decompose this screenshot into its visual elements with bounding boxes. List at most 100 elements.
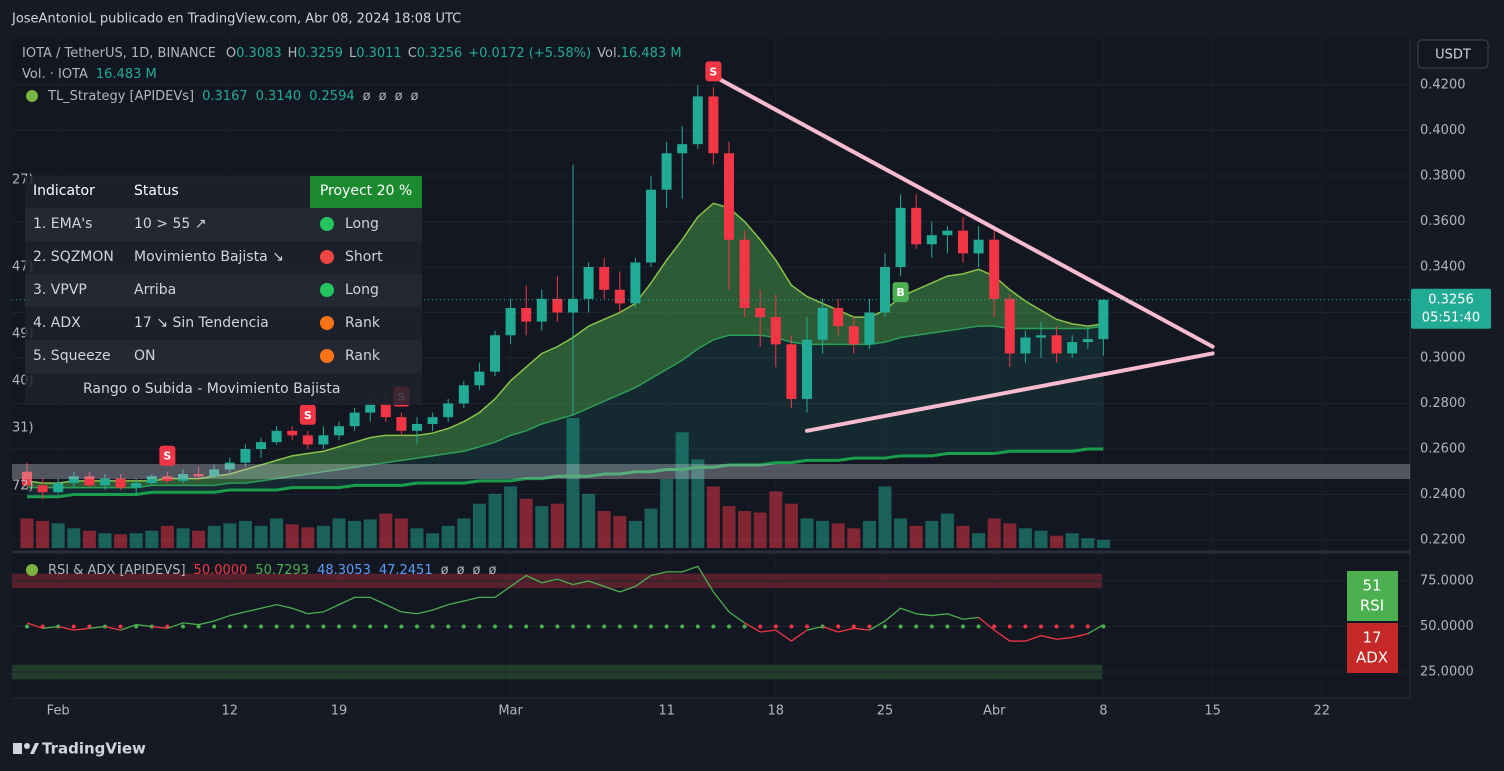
midline-dot [1070, 624, 1075, 629]
strategy-empty: ø [395, 89, 403, 104]
midline-dot [836, 624, 841, 629]
volume-bar [457, 518, 471, 548]
midline-dot [212, 624, 217, 629]
midline-dot [539, 624, 544, 629]
midline-dot [1007, 624, 1012, 629]
strategy-value: 0.2594 [309, 89, 355, 104]
midline-dot [87, 624, 92, 629]
trendline [711, 73, 1215, 349]
candle-body [786, 344, 797, 399]
rsi-line [1087, 624, 1104, 635]
volume-bar [332, 518, 346, 548]
midline-dot [321, 624, 326, 629]
currency[interactable]: USDT [1435, 48, 1471, 63]
candle-body [349, 412, 360, 427]
candle-body [178, 474, 188, 481]
candle-body [802, 339, 812, 399]
volume-bar [1065, 533, 1079, 548]
legend-empty: ø [457, 563, 465, 578]
midline-dot [305, 624, 310, 629]
table-cell: Rank [345, 348, 381, 364]
volume-bar [394, 518, 408, 548]
signal-label: B [896, 286, 904, 299]
volume-bar [1050, 535, 1064, 548]
signal-badge [705, 61, 722, 82]
volume-bar [160, 525, 174, 548]
midline-dot [758, 624, 763, 629]
candle-body [115, 478, 126, 488]
volume-bar [238, 520, 252, 548]
ohlc-label: H [288, 46, 298, 61]
strategy-value: 0.3140 [256, 89, 302, 104]
volume-bar [722, 506, 736, 548]
badge [1347, 571, 1398, 621]
legend-value: 48.3053 [317, 563, 371, 578]
table-header: Status [134, 183, 179, 199]
midline-dot [867, 624, 872, 629]
volume-bar [1034, 530, 1048, 548]
volume-bar [379, 513, 393, 548]
candle-body [68, 476, 79, 484]
candle-body [1020, 337, 1031, 354]
signal-badge [159, 445, 176, 466]
badge-label: ADX [1356, 649, 1388, 667]
frog-icon [26, 90, 38, 102]
midline-dot [727, 624, 731, 629]
table-cell: 2. SQZMON [33, 249, 114, 265]
symbol: IOTA / TetherUS, 1D, BINANCE [22, 46, 216, 61]
badge-label: RSI [1360, 597, 1384, 615]
volume-bar [67, 528, 81, 548]
rsi-line [744, 622, 808, 642]
candle-body [1036, 335, 1046, 338]
volume-bar [738, 511, 752, 548]
table-cell: 4. ADX [33, 315, 81, 331]
volume-bar [878, 486, 892, 548]
table-cell: ON [134, 348, 156, 364]
midline-dot [446, 624, 451, 629]
midline-dot [1023, 624, 1028, 629]
table-cell: Movimiento Bajista ↘ [134, 249, 284, 265]
midline-dot [992, 624, 997, 629]
signal-label: S [163, 450, 171, 463]
volume-bar [753, 512, 767, 548]
candle-body [505, 307, 516, 336]
volume-bar [1018, 528, 1032, 548]
candle-body [599, 267, 610, 290]
status-dot [320, 349, 334, 363]
edge-label: 31) [12, 421, 34, 436]
midline-dot [945, 624, 950, 629]
legend-main: IOTA / TetherUS, 1D, BINANCE O0.3083 H0.32… [22, 46, 682, 61]
candle-body [973, 239, 984, 254]
rsi-line [978, 616, 1088, 642]
rsi-line [806, 625, 823, 631]
volume-bar [644, 508, 658, 548]
midline-dot [571, 624, 575, 629]
candle-body [209, 469, 220, 477]
volume-bar [535, 506, 549, 548]
volume-bar [987, 518, 1001, 548]
candle-body [552, 298, 563, 313]
volume-bar [51, 523, 65, 548]
change: +0.0172 (+5.58%) [468, 46, 591, 61]
table-row-bg [25, 340, 422, 373]
volume-bar [145, 530, 159, 548]
y-tick-label: 75.0000 [1420, 573, 1474, 588]
candle-body [942, 230, 953, 236]
volume-bar [129, 533, 143, 548]
candle-body [193, 474, 204, 477]
currency-button[interactable] [1417, 39, 1489, 69]
volume-bar [550, 503, 564, 548]
candle-body [1098, 299, 1109, 340]
volume-bar [894, 518, 908, 548]
volume-bar [1096, 539, 1110, 548]
volume-bar [192, 530, 206, 548]
volume-bar [426, 533, 440, 548]
midline-dot [524, 624, 529, 629]
y-tick-label: 0.4000 [1420, 123, 1466, 138]
rsi-line [822, 625, 870, 633]
status-dot [320, 316, 334, 330]
volume-bar [925, 520, 939, 548]
volume-bar [691, 459, 705, 548]
table-bg [25, 176, 422, 405]
candle-body [755, 307, 766, 318]
